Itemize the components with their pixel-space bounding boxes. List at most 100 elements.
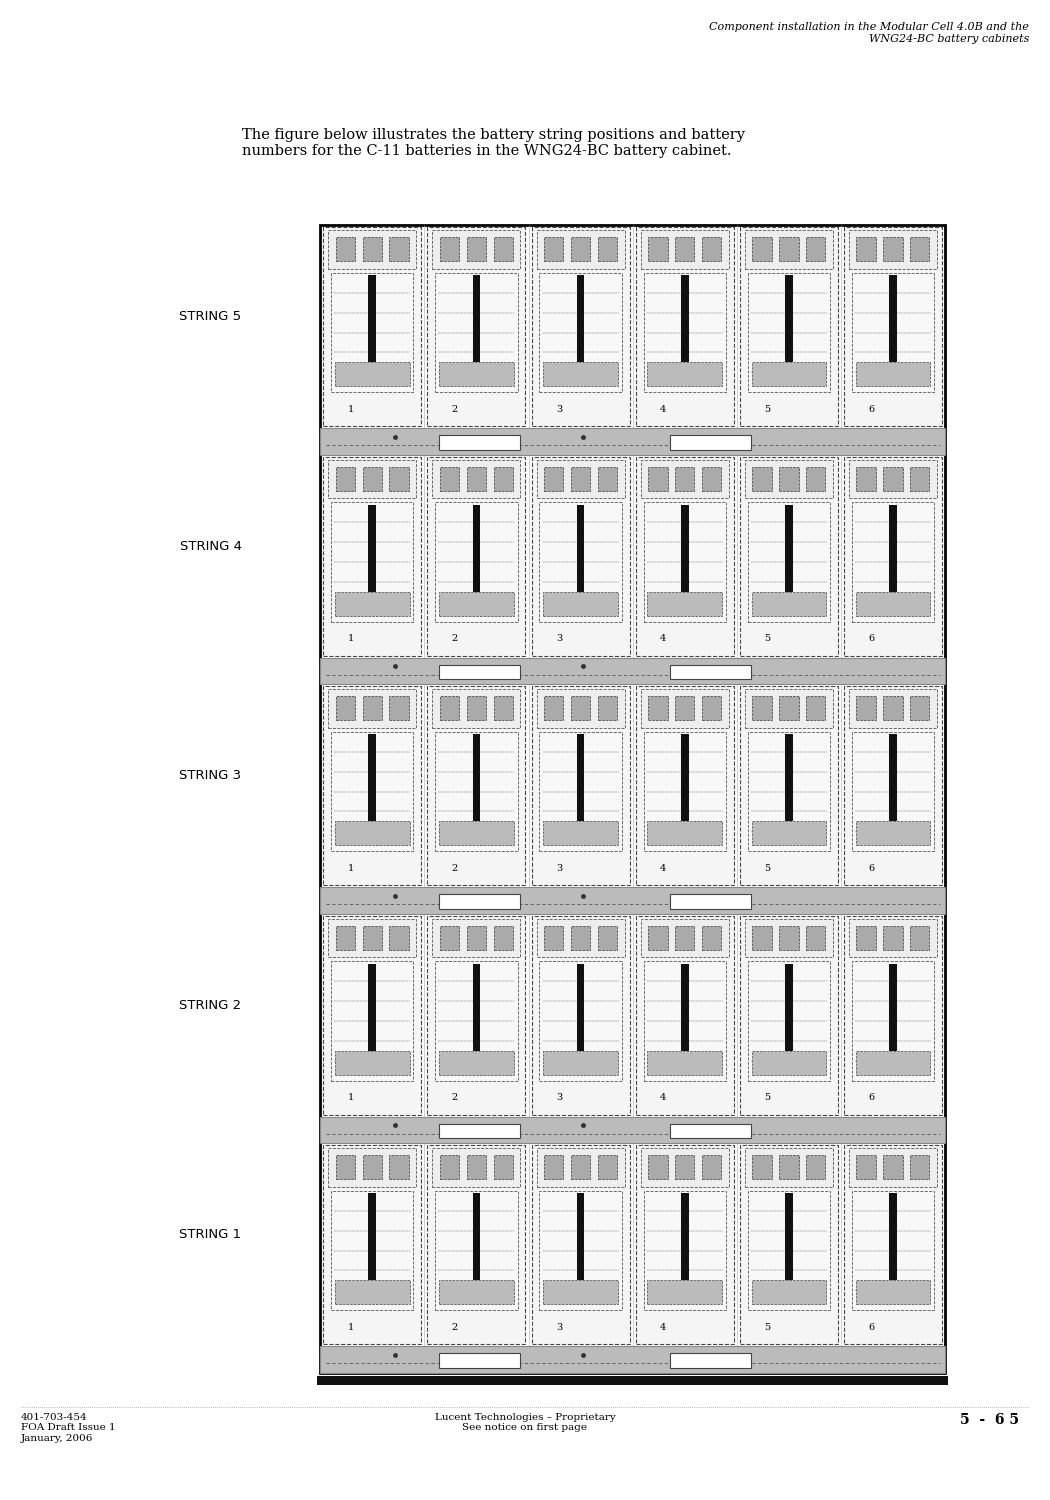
Text: 5: 5	[764, 405, 771, 414]
Bar	[427, 456, 525, 656]
Text: 1: 1	[348, 1323, 354, 1332]
Bar	[329, 1148, 417, 1186]
Bar	[785, 274, 793, 363]
Bar	[369, 963, 376, 1052]
Bar	[540, 1191, 622, 1310]
Bar	[472, 504, 480, 592]
Bar	[675, 1155, 694, 1179]
Bar	[670, 1124, 752, 1138]
Bar	[744, 459, 833, 498]
Bar	[323, 686, 421, 885]
Bar	[752, 926, 772, 950]
Text: 6: 6	[868, 634, 875, 644]
Bar	[670, 894, 752, 909]
Bar	[848, 688, 937, 728]
Bar	[744, 230, 833, 268]
Text: 4: 4	[660, 405, 667, 414]
Bar	[852, 1191, 934, 1310]
Bar	[844, 1144, 942, 1344]
Text: 5: 5	[764, 1323, 771, 1332]
Bar	[910, 926, 929, 950]
Bar	[644, 1191, 726, 1310]
Bar	[740, 456, 838, 656]
Bar	[640, 918, 729, 957]
Bar	[335, 1052, 410, 1076]
Bar	[436, 962, 518, 1080]
Bar	[331, 962, 414, 1080]
Bar	[806, 696, 825, 720]
Bar	[320, 1346, 945, 1372]
Bar	[576, 734, 585, 822]
Bar	[467, 926, 486, 950]
Bar	[644, 732, 726, 850]
Bar	[910, 466, 929, 490]
Bar	[439, 363, 513, 387]
Bar	[472, 274, 480, 363]
Text: STRING 2: STRING 2	[180, 999, 242, 1012]
Text: 2: 2	[452, 1094, 458, 1102]
Bar	[540, 503, 622, 621]
Bar	[390, 696, 408, 720]
Bar	[433, 1148, 521, 1186]
Bar	[779, 466, 798, 490]
Bar	[576, 963, 585, 1052]
Bar	[752, 466, 772, 490]
Bar	[362, 696, 382, 720]
Bar	[362, 926, 382, 950]
Text: 3: 3	[555, 405, 562, 414]
Bar	[779, 696, 798, 720]
Bar	[752, 1155, 772, 1179]
Bar	[670, 435, 752, 450]
Bar	[323, 226, 421, 426]
Bar	[779, 1155, 798, 1179]
Bar	[648, 466, 668, 490]
Bar	[644, 273, 726, 392]
Bar	[744, 918, 833, 957]
Bar	[440, 466, 459, 490]
Bar	[369, 274, 376, 363]
Bar	[543, 1281, 617, 1305]
Text: 4: 4	[660, 634, 667, 644]
Bar	[571, 466, 590, 490]
Bar	[848, 1148, 937, 1186]
Bar	[439, 822, 513, 846]
Text: 6: 6	[868, 864, 875, 873]
Bar	[336, 696, 355, 720]
Bar	[362, 237, 382, 261]
Bar	[644, 503, 726, 621]
Bar	[439, 1124, 520, 1138]
Bar	[910, 696, 929, 720]
Bar	[494, 466, 513, 490]
Bar	[752, 592, 826, 616]
Bar	[748, 962, 830, 1080]
Bar	[439, 894, 520, 909]
Bar	[675, 237, 694, 261]
Text: Component installation in the Modular Cell 4.0B and the
WNG24-BC battery cabinet: Component installation in the Modular Ce…	[709, 22, 1029, 44]
Bar	[856, 363, 930, 387]
Text: 5: 5	[764, 634, 771, 644]
Bar	[883, 696, 903, 720]
Bar	[785, 504, 793, 592]
Bar	[844, 915, 942, 1114]
Bar	[752, 822, 826, 846]
Bar	[648, 237, 668, 261]
Bar	[537, 230, 625, 268]
Bar	[635, 456, 734, 656]
Bar	[744, 688, 833, 728]
Bar	[362, 1155, 382, 1179]
Bar	[433, 918, 521, 957]
Bar	[752, 237, 772, 261]
Bar	[852, 503, 934, 621]
Bar	[680, 504, 689, 592]
Bar	[883, 1155, 903, 1179]
Bar	[597, 1155, 617, 1179]
Text: 4: 4	[660, 864, 667, 873]
Bar	[848, 459, 937, 498]
Bar	[390, 926, 408, 950]
Bar	[440, 696, 459, 720]
Bar	[680, 1192, 689, 1281]
Bar	[785, 1192, 793, 1281]
Bar	[427, 226, 525, 426]
Bar	[362, 466, 382, 490]
Bar	[806, 926, 825, 950]
